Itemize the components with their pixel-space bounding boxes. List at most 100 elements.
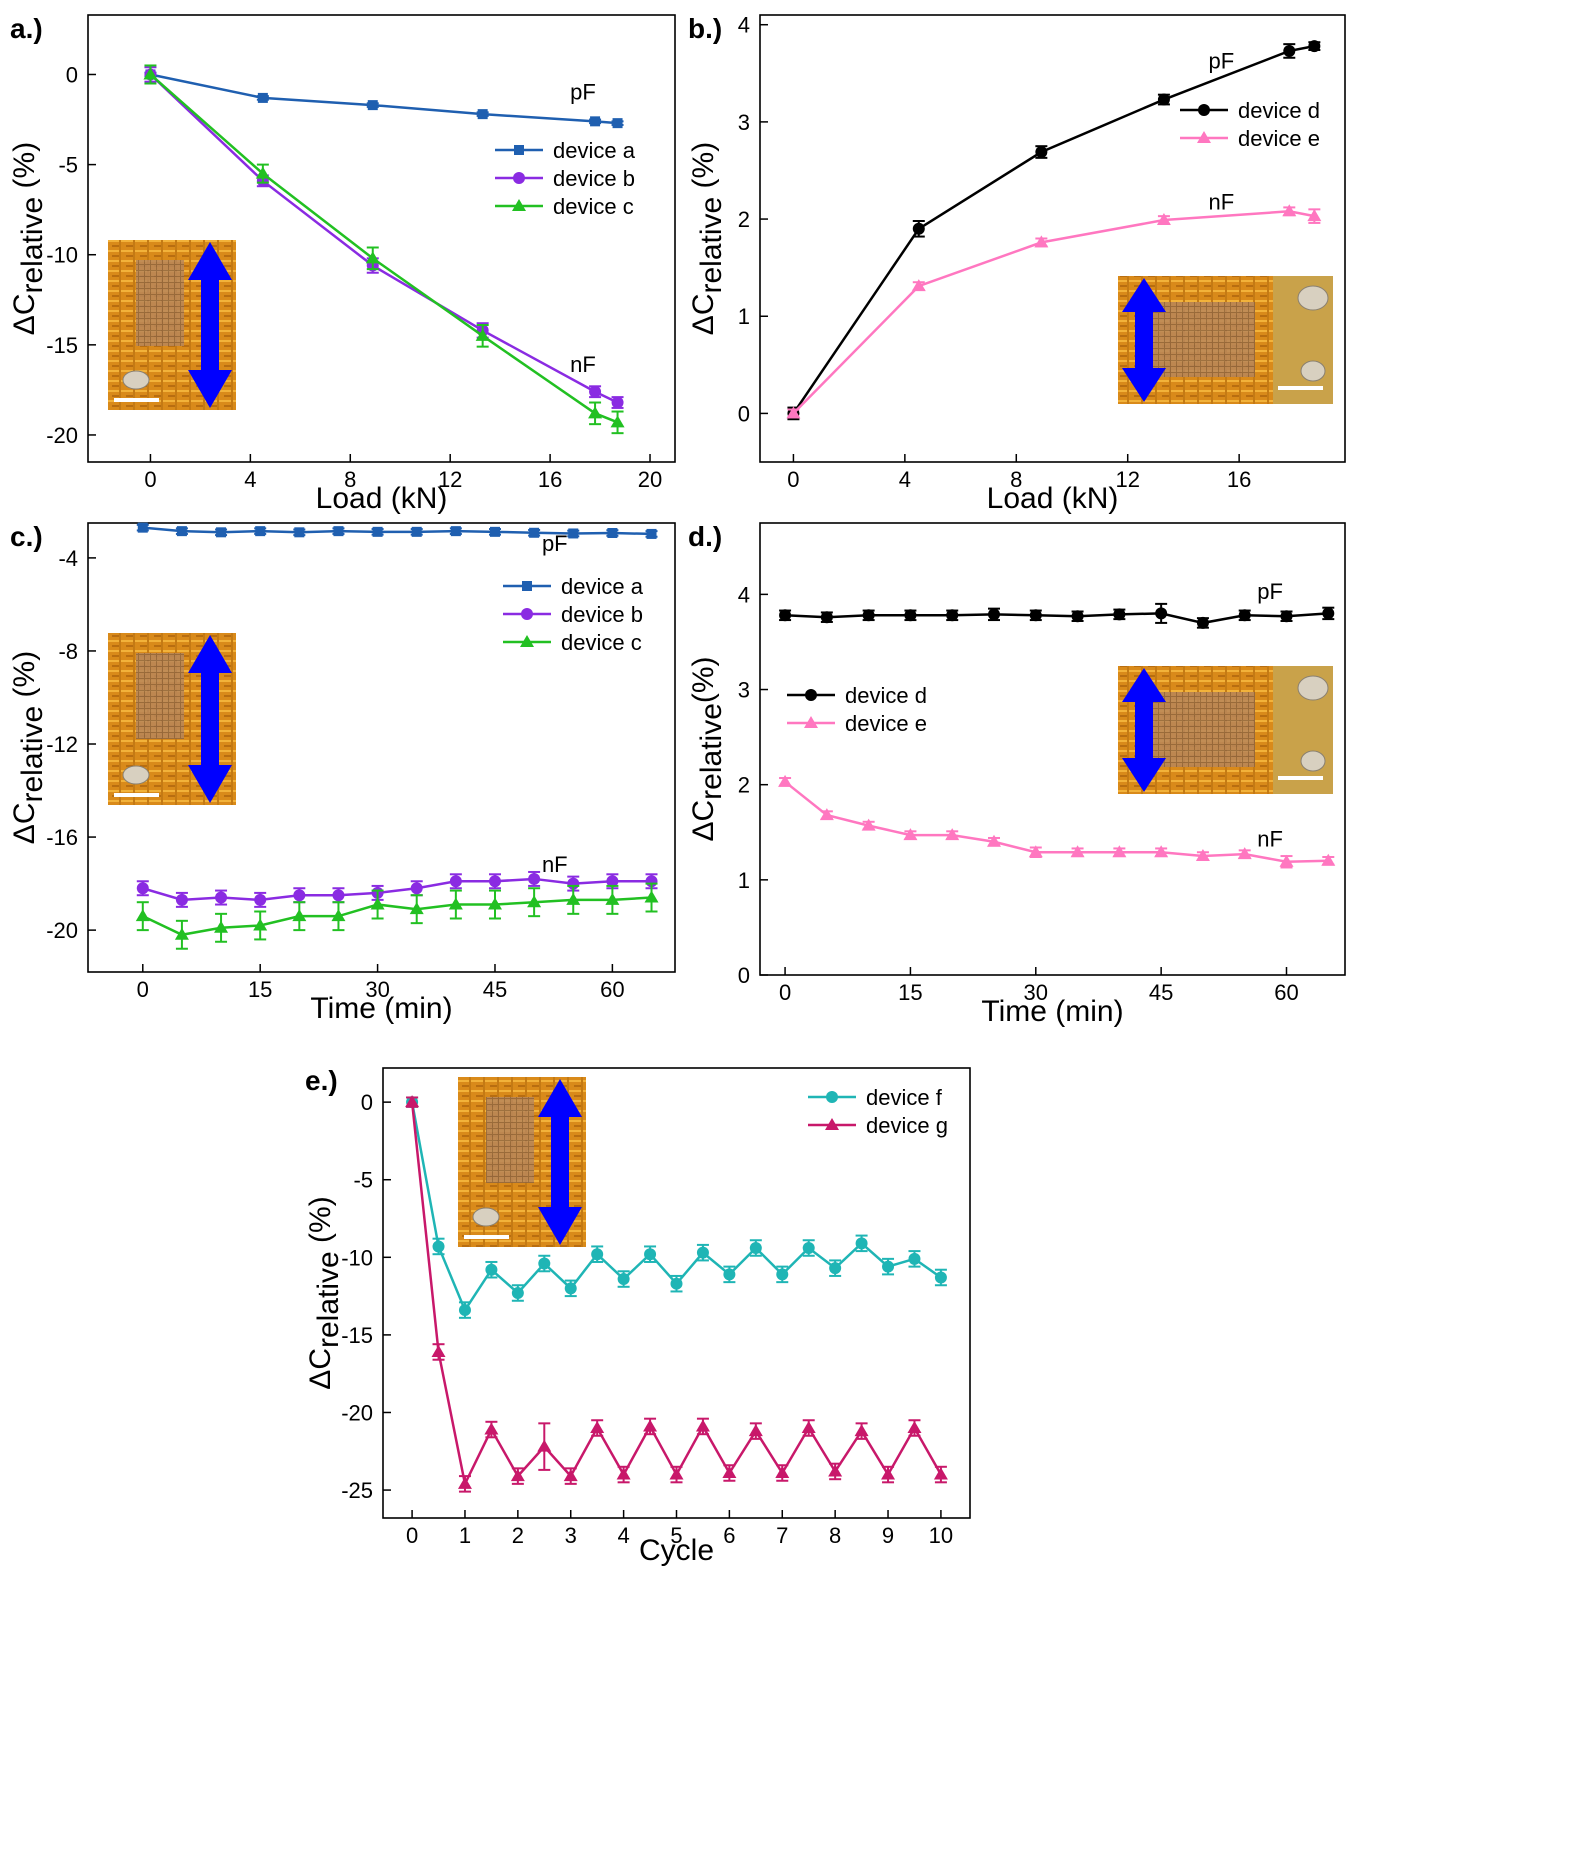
legend-marker [512, 199, 526, 211]
data-point [590, 116, 601, 127]
data-point [862, 609, 875, 622]
data-point [882, 1260, 895, 1273]
series-device-e [786, 204, 1322, 419]
annotation-nF: nF [1257, 827, 1283, 852]
data-point [510, 1469, 525, 1482]
data-point [1308, 40, 1321, 53]
series-device-g [405, 1095, 948, 1493]
x-tick-label: 16 [538, 467, 562, 492]
data-point [1238, 609, 1251, 622]
data-point [331, 909, 346, 922]
x-tick-label: 7 [776, 1523, 788, 1548]
annotation-nF: nF [542, 852, 568, 877]
data-point [855, 1237, 868, 1250]
data-point [564, 1282, 577, 1295]
x-tick-label: 45 [483, 977, 507, 1002]
inset-scale-bar [114, 793, 159, 797]
legend-entry-device-a: device a [503, 574, 644, 599]
data-point [475, 328, 490, 341]
panel-c-x-axis-title: Time (min) [310, 992, 452, 1025]
data-point [489, 526, 500, 537]
data-point [643, 1419, 658, 1432]
panel-e-x-axis-title: Cycle [639, 1534, 714, 1567]
y-tick-label: -16 [46, 825, 78, 850]
panel-b-label: b.) [688, 13, 722, 44]
data-point [1282, 204, 1297, 217]
data-point [529, 527, 540, 538]
y-tick-label: 3 [738, 110, 750, 135]
data-point [670, 1277, 683, 1290]
data-point [1071, 610, 1084, 623]
data-point [801, 1421, 816, 1433]
data-point [485, 1263, 498, 1276]
y-tick-label: 0 [66, 62, 78, 87]
data-point [135, 909, 150, 922]
y-tick-label: 4 [738, 582, 750, 607]
data-point [646, 528, 657, 539]
legend-entry-device-g: device g [808, 1113, 948, 1138]
data-point [254, 893, 267, 906]
strain-arrow-icon [538, 1079, 582, 1245]
data-point [214, 920, 229, 933]
data-point [333, 526, 344, 537]
data-point [776, 1268, 789, 1281]
series-device-a [144, 69, 624, 129]
y-tick-label: -20 [46, 918, 78, 943]
x-tick-label: 5 [670, 1523, 682, 1548]
legend-label: device e [1238, 126, 1320, 151]
data-point [907, 1421, 922, 1433]
legend-label: device c [561, 630, 642, 655]
y-tick-label: -4 [58, 546, 78, 571]
x-tick-label: 30 [1024, 980, 1048, 1005]
data-point [1034, 235, 1049, 248]
panel-e-y-axis-title: ΔCrelative (%) [304, 1196, 345, 1389]
data-point [903, 828, 918, 841]
legend-label: device b [553, 166, 635, 191]
x-tick-label: 60 [1274, 980, 1298, 1005]
y-tick-label: -15 [46, 333, 78, 358]
x-tick-label: 0 [137, 977, 149, 1002]
legend-marker [520, 635, 534, 647]
panel-d-device-photo-inset [1118, 666, 1333, 794]
legend-entry-device-d: device d [787, 683, 927, 708]
data-point [253, 918, 268, 931]
series-line [784, 780, 1329, 864]
data-point [372, 526, 383, 537]
panel-b-plot-frame [759, 14, 1346, 463]
x-tick-label: 4 [244, 467, 256, 492]
data-point [511, 1287, 524, 1299]
legend-label: device d [1238, 98, 1320, 123]
x-tick-label: 0 [787, 467, 799, 492]
y-tick-label: 2 [738, 773, 750, 798]
legend-marker [825, 1118, 839, 1130]
data-point [610, 415, 625, 428]
inset-scale-bar [114, 398, 159, 402]
data-point [405, 1095, 420, 1108]
legend-marker [804, 716, 818, 728]
x-tick-label: 12 [1115, 467, 1139, 492]
data-point [946, 609, 959, 622]
data-point [1283, 44, 1296, 57]
x-tick-label: 20 [638, 467, 662, 492]
panel-d: 0 15 30 45 60 0 1 2 3 4 Time (min) d.) device d devic… [688, 521, 1346, 1028]
inset-sensor-patch [486, 1097, 534, 1183]
legend-entry-device-b: device b [495, 166, 635, 191]
legend-entry-device-b: device b [503, 602, 643, 627]
panel-c-y-axis-title: ΔCrelative (%) [8, 651, 49, 844]
data-point [828, 1464, 843, 1477]
inset-scale-bar [1278, 386, 1323, 390]
legend-entry-device-f: device f [808, 1085, 943, 1110]
data-point [448, 897, 463, 910]
data-point [1279, 854, 1294, 867]
legend-label: device d [845, 683, 927, 708]
data-point [695, 1419, 710, 1432]
series-device-c [143, 64, 625, 435]
legend-marker [1198, 104, 1210, 116]
legend-label: device e [845, 711, 927, 736]
panel-b-device-photo-inset [1118, 276, 1333, 404]
data-point [904, 609, 917, 622]
inset-solder-contact [122, 765, 150, 785]
x-tick-label: 12 [438, 467, 462, 492]
legend-label: device f [866, 1085, 943, 1110]
data-point [432, 1240, 445, 1253]
